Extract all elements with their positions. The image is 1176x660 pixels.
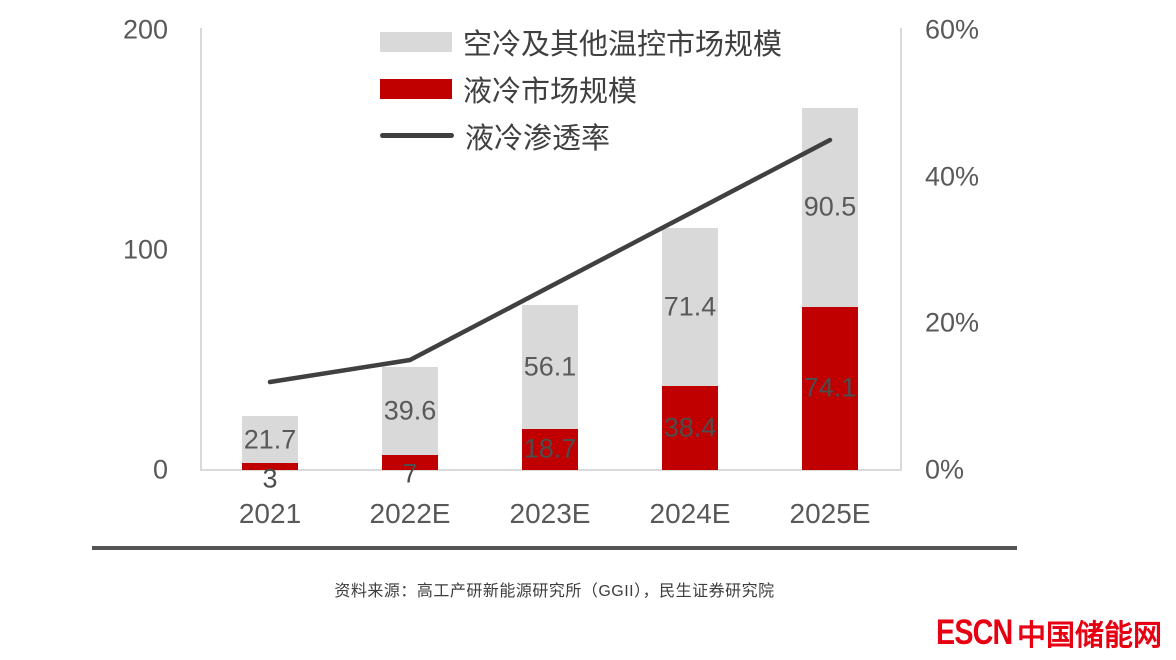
data-label-air-cooling: 21.7 <box>243 424 297 455</box>
x-axis-line <box>200 469 902 471</box>
legend-item-penetration-rate: 液冷渗透率 <box>380 112 782 159</box>
bar-segment-air-cooling <box>242 415 298 464</box>
y-left-tick-label: 100 <box>122 234 168 265</box>
bar-segment-liquid-cooling <box>662 385 718 470</box>
escn-logo: ESCN 中国储能网 <box>936 612 1162 654</box>
line-swatch-icon <box>380 133 454 138</box>
data-label-liquid-cooling: 18.7 <box>523 433 577 464</box>
legend-item-air-cooling: 空冷及其他温控市场规模 <box>380 18 782 65</box>
chart-legend: 空冷及其他温控市场规模 液冷市场规模 液冷渗透率 <box>380 18 782 159</box>
data-label-liquid-cooling: 38.4 <box>663 412 717 443</box>
footer-divider <box>92 546 1017 550</box>
y-right-tick-label: 20% <box>925 307 980 338</box>
data-label-air-cooling: 90.5 <box>803 191 857 222</box>
bar-segment-liquid-cooling <box>242 463 298 470</box>
x-tick-label: 2024E <box>649 498 731 529</box>
source-note: 资料来源：高工产研新能源研究所（GGII），民生证券研究院 <box>334 583 775 600</box>
plot-left-border <box>200 28 202 470</box>
gray-bar-swatch-icon <box>380 31 452 52</box>
legend-label-air-cooling: 空冷及其他温控市场规模 <box>463 28 783 61</box>
logo-cn-text: 中国储能网 <box>1016 620 1162 652</box>
x-tick-label: 2023E <box>509 498 591 529</box>
bar-segment-liquid-cooling <box>522 428 578 470</box>
legend-label-penetration-rate: 液冷渗透率 <box>465 122 611 155</box>
data-label-liquid-cooling: 74.1 <box>803 372 857 403</box>
data-label-air-cooling: 39.6 <box>383 395 437 426</box>
bar-segment-liquid-cooling <box>382 454 438 470</box>
data-label-liquid-cooling: 7 <box>402 458 418 489</box>
plot-right-border <box>900 28 902 470</box>
y-left-tick-label: 200 <box>122 14 168 45</box>
logo-escn-text: ESCN <box>935 613 1013 652</box>
x-tick-label: 2025E <box>789 498 871 529</box>
data-label-liquid-cooling: 3 <box>262 463 278 494</box>
y-right-tick-label: 40% <box>925 161 980 192</box>
y-right-tick-label: 60% <box>925 14 980 45</box>
x-tick-label: 2022E <box>369 498 451 529</box>
red-bar-swatch-icon <box>380 78 452 99</box>
data-label-air-cooling: 71.4 <box>663 291 717 322</box>
data-label-air-cooling: 56.1 <box>523 351 577 382</box>
y-left-tick-label: 0 <box>152 454 168 485</box>
legend-label-liquid-cooling: 液冷市场规模 <box>463 75 638 108</box>
y-right-tick-label: 0% <box>925 454 965 485</box>
x-tick-label: 2021 <box>238 498 302 529</box>
legend-item-liquid-cooling: 液冷市场规模 <box>380 65 782 112</box>
